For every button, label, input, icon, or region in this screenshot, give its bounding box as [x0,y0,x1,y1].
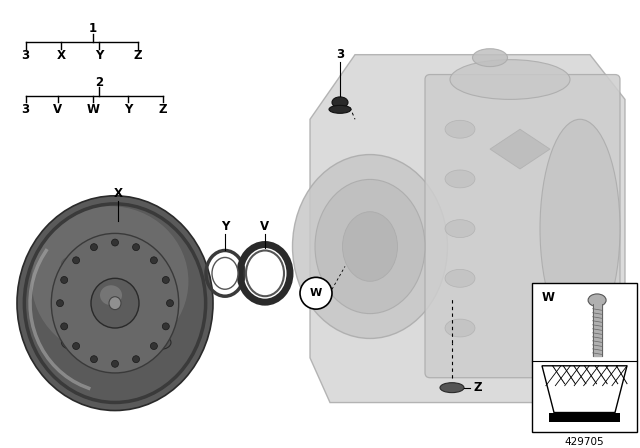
Text: X: X [56,49,65,62]
Ellipse shape [91,278,139,328]
Ellipse shape [109,297,121,310]
Text: 3: 3 [336,48,344,61]
Ellipse shape [111,360,118,367]
Ellipse shape [150,257,157,264]
Ellipse shape [61,257,83,271]
Text: W: W [86,103,99,116]
Ellipse shape [90,244,97,250]
Ellipse shape [300,277,332,309]
Ellipse shape [67,339,77,346]
Ellipse shape [90,356,97,363]
Ellipse shape [450,60,570,99]
Ellipse shape [163,276,170,284]
Ellipse shape [150,343,157,349]
Bar [532,283,637,432]
Ellipse shape [61,276,68,284]
Text: 1: 1 [89,22,97,35]
Ellipse shape [315,179,425,314]
Polygon shape [310,55,625,403]
Ellipse shape [445,120,475,138]
Ellipse shape [61,336,83,349]
Polygon shape [542,366,627,413]
Text: 3: 3 [22,103,29,116]
Ellipse shape [472,49,508,67]
Ellipse shape [588,294,606,306]
Ellipse shape [72,343,79,349]
Ellipse shape [212,258,238,289]
Ellipse shape [72,257,79,264]
Ellipse shape [17,196,213,410]
Text: Y: Y [124,103,132,116]
Ellipse shape [445,220,475,237]
Ellipse shape [100,285,122,305]
Ellipse shape [329,105,351,113]
Text: Y: Y [221,220,229,233]
Text: Z: Z [159,103,168,116]
Ellipse shape [31,206,188,357]
Text: V: V [53,103,62,116]
Ellipse shape [67,260,77,267]
Ellipse shape [51,233,179,373]
Text: Z: Z [133,49,142,62]
Text: X: X [113,187,122,200]
Ellipse shape [445,319,475,337]
Text: 3: 3 [22,49,29,62]
Text: W: W [310,288,322,298]
Ellipse shape [166,300,173,306]
Text: Z: Z [474,381,483,394]
Text: V: V [260,220,269,233]
Text: 429705: 429705 [564,437,604,448]
Ellipse shape [155,339,165,346]
Text: Y: Y [95,49,104,62]
Ellipse shape [132,244,140,250]
Ellipse shape [445,170,475,188]
Ellipse shape [332,97,348,108]
Ellipse shape [540,119,620,338]
Ellipse shape [440,383,464,392]
Ellipse shape [61,323,68,330]
Text: W: W [542,291,555,304]
FancyBboxPatch shape [425,74,620,378]
Ellipse shape [111,239,118,246]
Ellipse shape [56,300,63,306]
Ellipse shape [445,269,475,287]
Ellipse shape [149,336,171,349]
Ellipse shape [342,212,397,281]
Ellipse shape [292,155,447,338]
Bar [549,413,620,422]
Ellipse shape [132,356,140,363]
Polygon shape [490,129,550,169]
Text: 2: 2 [95,76,103,89]
Ellipse shape [163,323,170,330]
